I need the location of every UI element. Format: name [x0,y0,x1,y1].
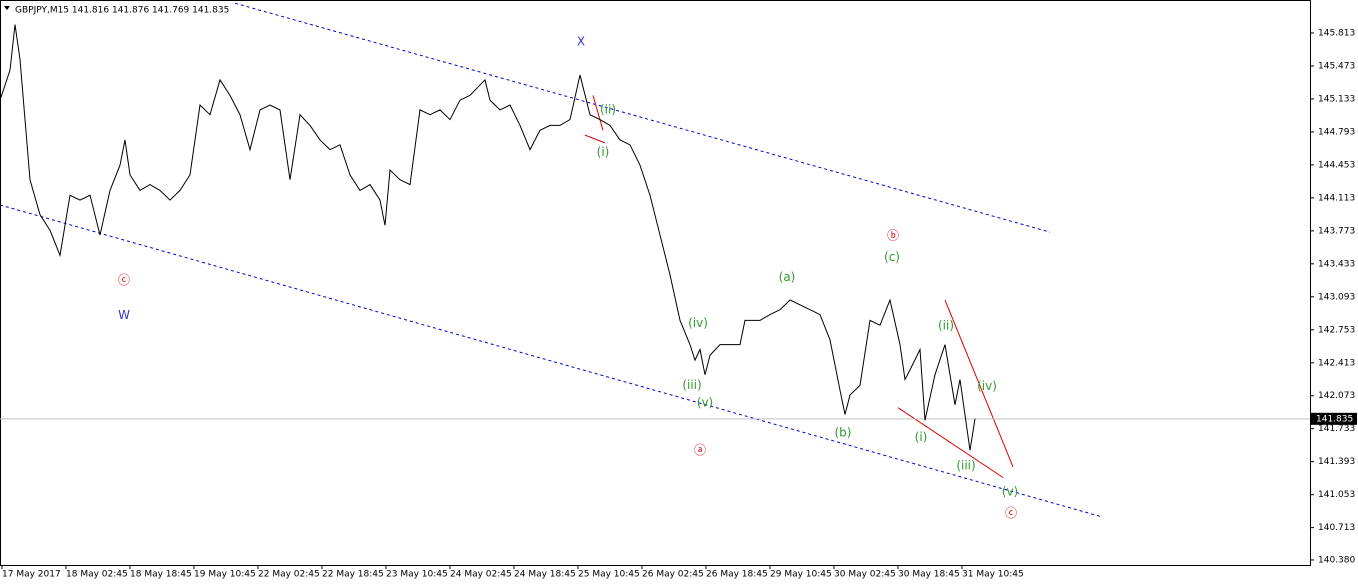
y-tick-label: 145.473 [1318,61,1355,71]
x-tick-label: 26 May 02:45 [642,570,704,580]
y-tick-label: 140.380 [1318,555,1355,565]
y-tick-label: 143.433 [1318,259,1355,269]
trend-line [0,204,1101,517]
wave-label: (c) [884,250,900,264]
wave-label: X [577,34,585,48]
x-tick-label: 18 May 02:45 [66,570,128,580]
wave-label: ⓒ [118,273,130,287]
wave-label: (ii) [938,319,954,333]
x-tick-label: 18 May 18:45 [130,570,192,580]
y-tick-label: 143.093 [1318,292,1355,302]
y-tick-label: 141.733 [1318,424,1355,434]
wave-label: (a) [779,270,796,284]
y-tick-label: 142.073 [1318,391,1355,401]
y-tick-label: 145.133 [1318,94,1355,104]
y-tick-label: 141.053 [1318,490,1355,500]
x-tick-label: 22 May 18:45 [322,570,384,580]
x-tick-label: 29 May 10:45 [770,570,832,580]
x-tick-label: 17 May 2017 [2,570,61,580]
x-tick-label: 30 May 18:45 [898,570,960,580]
x-tick-label: 23 May 10:45 [386,570,448,580]
y-tick-label: 142.413 [1318,358,1355,368]
wave-label: ⓑ [887,228,899,242]
y-tick-label: 143.773 [1318,226,1355,236]
wave-label: (b) [835,425,852,439]
x-tick-label: 24 May 02:45 [450,570,512,580]
menu-arrow [4,6,10,10]
plot-frame [0,0,1311,566]
wave-label: ⓒ [1005,506,1017,520]
x-tick-label: 30 May 02:45 [834,570,896,580]
y-tick-label: 144.453 [1318,160,1355,170]
wave-label: (i) [597,145,610,159]
wave-label: (iv) [688,316,708,330]
chart-title: GBPJPY,M15 141.816 141.876 141.769 141.8… [15,6,229,16]
x-tick-label: 26 May 18:45 [706,570,768,580]
trend-line [944,299,1014,468]
wave-label: (iii) [682,378,701,392]
y-tick-label: 140.713 [1318,523,1355,533]
price-series [0,24,976,451]
wave-label: (i) [915,430,928,444]
wave-label: (ii) [600,102,616,116]
wave-label: W [118,308,130,322]
y-tick-label: 144.113 [1318,193,1355,203]
price-label: 141.835 [1316,414,1353,424]
y-tick-label: 144.793 [1318,127,1355,137]
x-tick-label: 31 May 10:45 [962,570,1024,580]
x-tick-label: 24 May 18:45 [514,570,576,580]
price-label-box [1311,412,1357,425]
trend-line [592,95,604,131]
wave-label: (iv) [977,379,997,393]
x-tick-label: 22 May 02:45 [258,570,320,580]
y-tick-label: 145.813 [1318,28,1355,38]
wave-label: (iii) [956,458,975,472]
wave-label: (v) [1002,485,1018,499]
y-tick-label: 142.753 [1318,325,1355,335]
y-tick-label: 141.393 [1318,457,1355,467]
x-tick-label: 25 May 10:45 [578,570,640,580]
trend-line [584,134,606,144]
wave-label: (v) [697,395,713,409]
wave-label: ⓐ [694,443,706,457]
x-tick-label: 19 May 10:45 [194,570,256,580]
